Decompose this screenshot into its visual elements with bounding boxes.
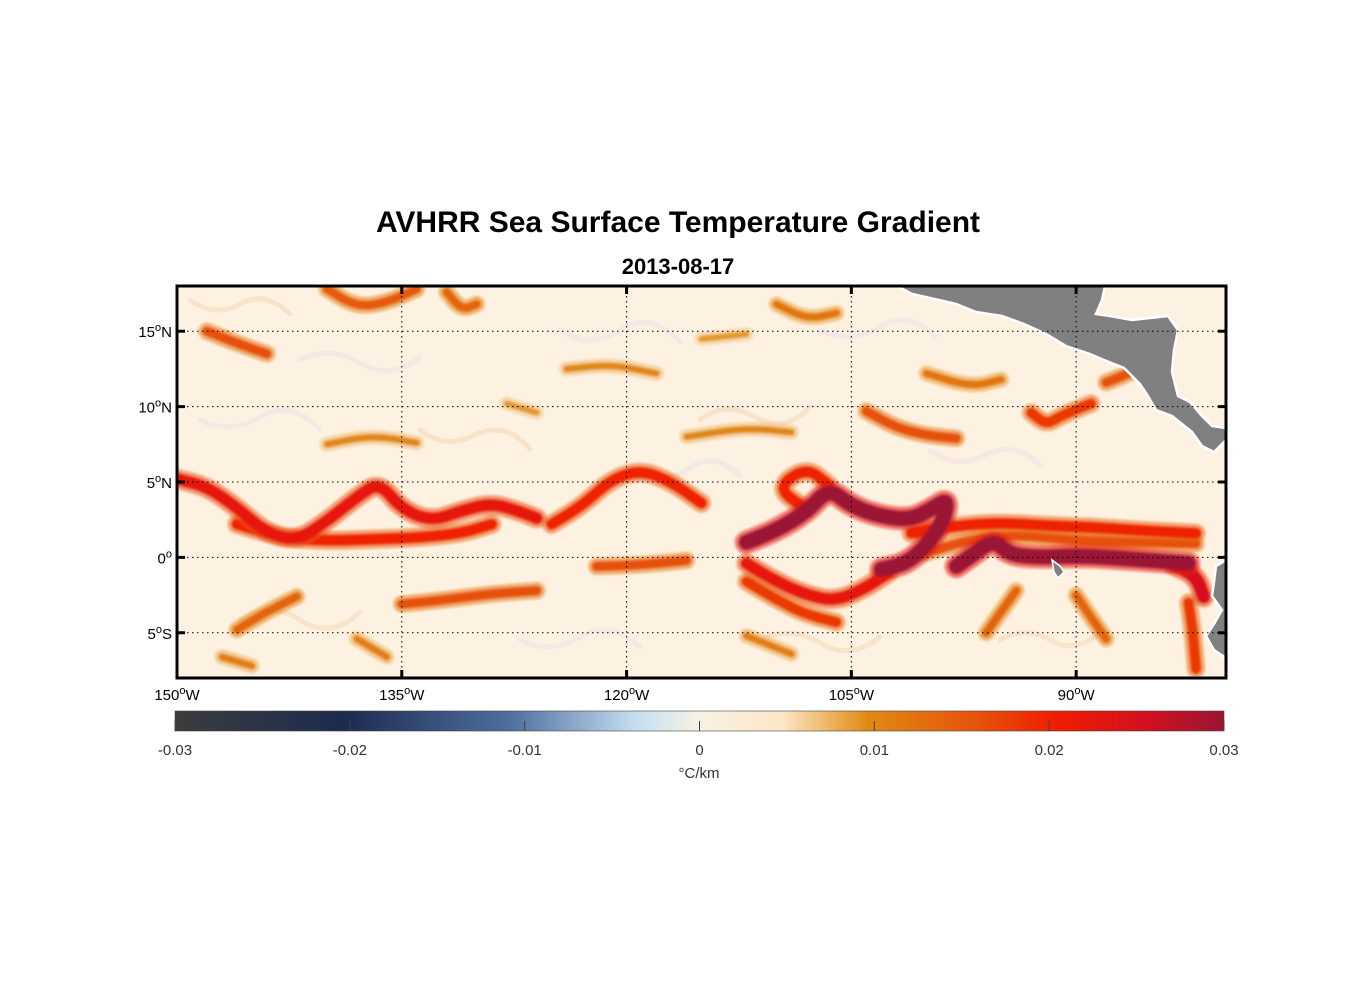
land-galapagos [1050,558,1065,580]
y-tick-label: 5oN [147,473,172,492]
y-tick-label: 5oS [148,624,172,643]
front-10 [922,369,1005,389]
front-22 [741,576,842,628]
colorbar-tick-label: 0 [695,742,703,759]
axis-ticks: 150oW 135oW 120oW 105oW 90oW 15oN 10oN 5oN 0o 5oS [138,286,1226,704]
colorbar-tick-label: -0.02 [333,742,367,759]
gradient-fronts [177,286,1215,678]
colorbar-tick-label: -0.01 [508,742,542,759]
chart-title: AVHRR Sea Surface Temperature Gradient [375,206,981,239]
front-3 [563,362,660,377]
colorbar-tick-label: 0.01 [860,742,889,759]
front-29 [177,473,543,544]
front-8 [743,632,795,658]
front-12 [232,592,302,634]
front-7 [353,635,391,661]
front-23 [1026,398,1097,428]
gridlines [177,286,1226,678]
front-16 [921,531,1201,558]
chart-subtitle: 2013-08-17 [621,254,735,279]
x-tick-label: 150oW [154,685,200,704]
front-13 [982,586,1021,637]
ocean-background [177,286,1226,678]
y-tick-label: 15oN [138,322,172,341]
front-26 [546,467,707,530]
front-11 [442,287,481,312]
colorbar-label: °C/km [679,765,720,782]
front-19 [202,326,272,359]
front-33 [948,535,1197,575]
front-32 [738,485,954,578]
front-30 [740,557,895,605]
front-1 [503,400,540,416]
colorbar-tick-label: 0.03 [1209,742,1238,759]
x-tick-label: 105oW [829,685,875,704]
front-9 [772,300,841,321]
front-14 [1071,590,1111,643]
front-24 [1183,597,1202,675]
x-tick-label: 135oW [379,685,425,704]
front-15 [322,286,422,310]
front-20 [592,555,692,571]
front-21 [397,586,542,609]
front-4 [323,434,421,448]
front-5 [683,425,795,441]
front-17 [861,406,961,443]
colorbar-ticks: -0.03 -0.02 -0.01 0 0.01 0.02 0.03 [158,721,1239,759]
front-6 [218,653,256,670]
background-texture [187,296,1103,654]
x-tick-label: 120oW [604,685,650,704]
front-18 [1101,368,1134,388]
y-tick-label: 0o [158,548,172,567]
y-tick-label: 10oN [138,398,172,417]
land-central-america [896,286,1226,454]
front-2 [698,331,750,342]
colorbar-tick-label: 0.02 [1035,742,1064,759]
x-tick-label: 90oW [1058,685,1096,704]
colorbar-tick-label: -0.03 [158,742,192,759]
